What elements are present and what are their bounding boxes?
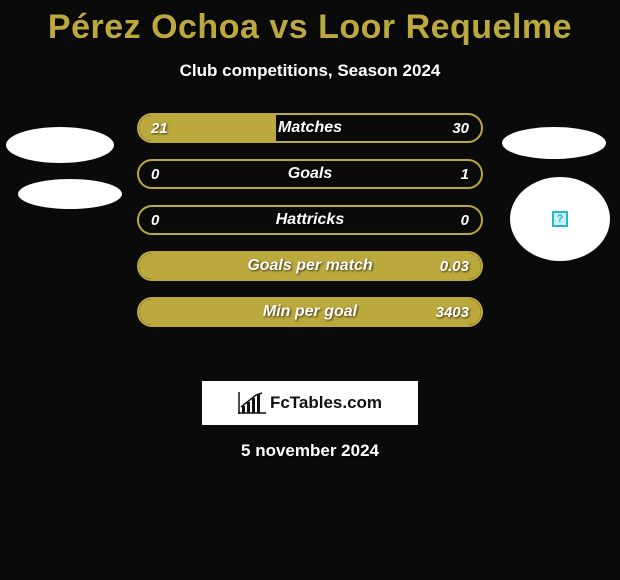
comparison-main: ? 21Matches300Goals10Hattricks0Goals per… xyxy=(0,113,620,373)
player-left-avatar-shape-1 xyxy=(6,127,114,163)
stat-bar-row: Goals per match0.03 xyxy=(137,251,483,281)
stat-value-right: 30 xyxy=(452,115,469,141)
report-date: 5 november 2024 xyxy=(0,441,620,461)
player-right-avatar-shape-1 xyxy=(502,127,606,159)
bar-chart-icon xyxy=(238,392,266,414)
stat-label: Goals per match xyxy=(139,253,481,279)
stat-value-right: 0.03 xyxy=(440,253,469,279)
stat-label: Hattricks xyxy=(139,207,481,233)
comparison-title: Pérez Ochoa vs Loor Requelme xyxy=(0,0,620,47)
player-right-avatar-shape-2: ? xyxy=(510,177,610,261)
fctables-logo-text: FcTables.com xyxy=(270,393,382,413)
stat-bars-container: 21Matches300Goals10Hattricks0Goals per m… xyxy=(137,113,483,327)
stat-bar-row: 0Hattricks0 xyxy=(137,205,483,235)
fctables-logo[interactable]: FcTables.com xyxy=(202,381,418,425)
stat-value-right: 1 xyxy=(461,161,469,187)
stat-bar-row: Min per goal3403 xyxy=(137,297,483,327)
player-left-avatar-shape-2 xyxy=(18,179,122,209)
stat-label: Goals xyxy=(139,161,481,187)
stat-label: Min per goal xyxy=(139,299,481,325)
comparison-subtitle: Club competitions, Season 2024 xyxy=(0,61,620,81)
stat-value-right: 0 xyxy=(461,207,469,233)
stat-bar-row: 0Goals1 xyxy=(137,159,483,189)
stat-value-right: 3403 xyxy=(436,299,469,325)
stat-label: Matches xyxy=(139,115,481,141)
image-placeholder-icon: ? xyxy=(552,211,568,227)
stat-bar-row: 21Matches30 xyxy=(137,113,483,143)
